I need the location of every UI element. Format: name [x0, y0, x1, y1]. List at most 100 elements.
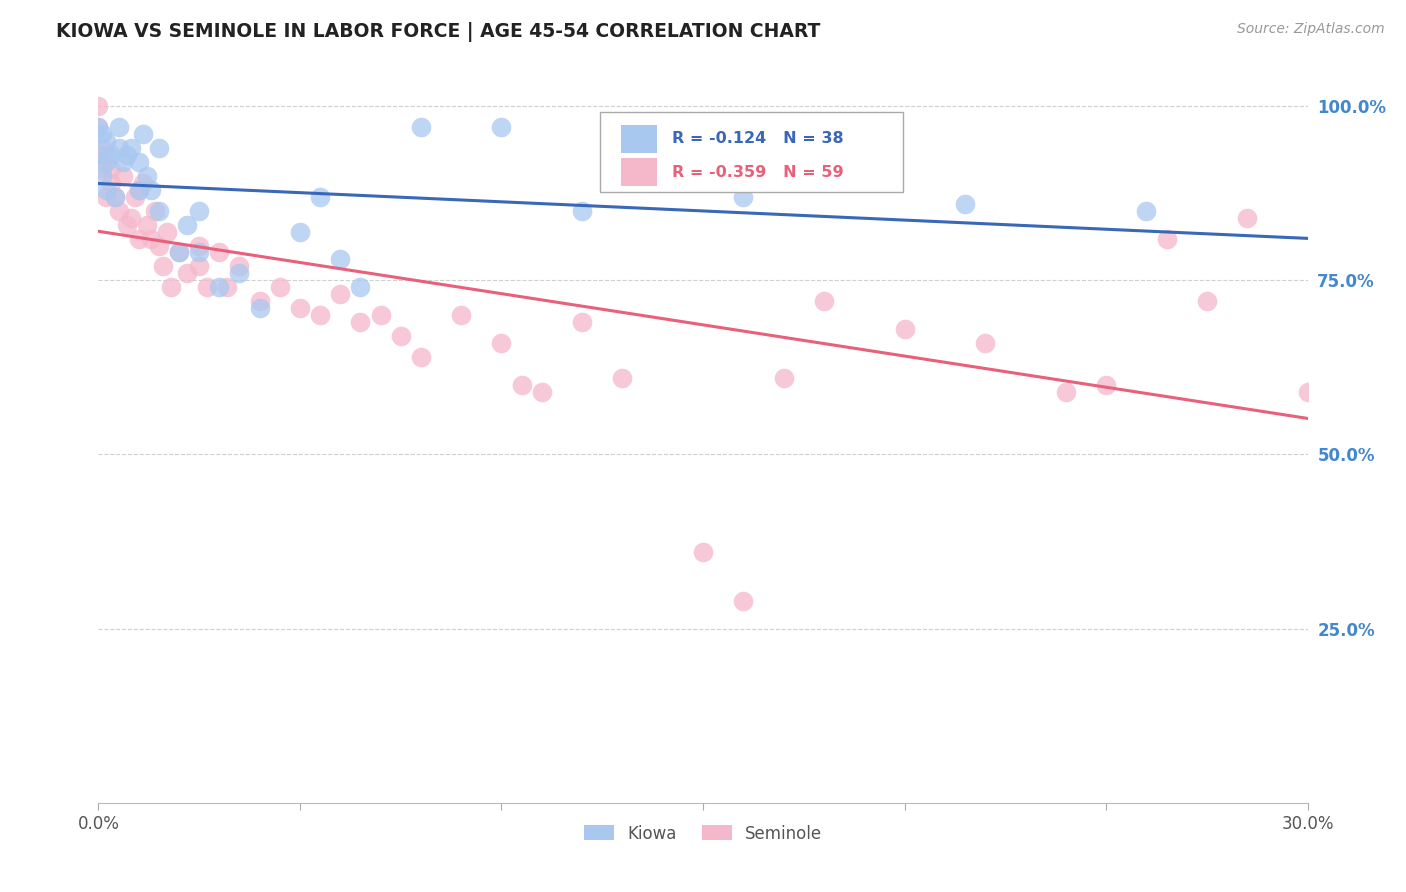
- Point: [107, 120, 129, 134]
- Point: [107, 141, 129, 155]
- Point: [143, 203, 166, 218]
- Point: [530, 384, 553, 399]
- Point: [100, 148, 122, 162]
- Point: [115, 148, 138, 162]
- Point: [167, 245, 190, 260]
- Point: [111, 169, 134, 183]
- Point: [103, 190, 125, 204]
- Text: R = -0.124   N = 38: R = -0.124 N = 38: [672, 131, 844, 146]
- Point: [128, 231, 150, 245]
- Point: [96, 155, 118, 169]
- Point: [188, 260, 211, 274]
- Point: [176, 266, 198, 280]
- FancyBboxPatch shape: [621, 125, 657, 153]
- Point: [96, 183, 118, 197]
- Point: [91, 127, 114, 141]
- Point: [135, 169, 157, 183]
- Point: [733, 594, 755, 608]
- FancyBboxPatch shape: [621, 159, 657, 186]
- Point: [329, 252, 352, 267]
- Point: [1054, 384, 1077, 399]
- Point: [156, 225, 179, 239]
- Point: [1156, 231, 1178, 245]
- Point: [160, 280, 183, 294]
- Point: [167, 245, 190, 260]
- Point: [974, 336, 997, 351]
- Point: [389, 329, 412, 343]
- Point: [450, 308, 472, 322]
- Point: [107, 203, 129, 218]
- Point: [249, 301, 271, 316]
- Point: [87, 99, 110, 113]
- Point: [148, 238, 170, 252]
- Point: [309, 308, 332, 322]
- Point: [733, 190, 755, 204]
- Point: [87, 120, 110, 134]
- Point: [96, 134, 118, 148]
- Point: [288, 225, 311, 239]
- Point: [91, 141, 114, 155]
- Point: [288, 301, 311, 316]
- Point: [217, 280, 239, 294]
- Point: [148, 141, 170, 155]
- Point: [195, 280, 218, 294]
- Point: [1296, 384, 1319, 399]
- Point: [91, 161, 114, 176]
- Text: R = -0.359   N = 59: R = -0.359 N = 59: [672, 165, 844, 180]
- Text: KIOWA VS SEMINOLE IN LABOR FORCE | AGE 45-54 CORRELATION CHART: KIOWA VS SEMINOLE IN LABOR FORCE | AGE 4…: [56, 22, 821, 42]
- Point: [953, 196, 976, 211]
- Point: [103, 190, 125, 204]
- Point: [571, 315, 593, 329]
- Point: [409, 120, 432, 134]
- Point: [176, 218, 198, 232]
- Point: [1236, 211, 1258, 225]
- Point: [132, 127, 155, 141]
- Point: [349, 315, 371, 329]
- Point: [208, 245, 231, 260]
- Point: [87, 120, 110, 134]
- Point: [124, 190, 146, 204]
- Point: [571, 203, 593, 218]
- Point: [188, 203, 211, 218]
- Point: [139, 231, 162, 245]
- Point: [128, 183, 150, 197]
- Point: [692, 545, 714, 559]
- Point: [148, 203, 170, 218]
- Point: [188, 245, 211, 260]
- Point: [228, 260, 250, 274]
- Point: [893, 322, 915, 336]
- Point: [188, 238, 211, 252]
- Point: [115, 218, 138, 232]
- Point: [409, 350, 432, 364]
- Point: [249, 294, 271, 309]
- Point: [510, 377, 533, 392]
- Point: [269, 280, 291, 294]
- Point: [128, 155, 150, 169]
- Point: [1195, 294, 1218, 309]
- Point: [208, 280, 231, 294]
- Point: [228, 266, 250, 280]
- Point: [100, 176, 122, 190]
- Point: [309, 190, 332, 204]
- Point: [135, 218, 157, 232]
- Point: [349, 280, 371, 294]
- Point: [132, 176, 155, 190]
- Point: [813, 294, 835, 309]
- Point: [120, 211, 142, 225]
- Point: [120, 141, 142, 155]
- Point: [139, 183, 162, 197]
- Legend: Kiowa, Seminole: Kiowa, Seminole: [578, 818, 828, 849]
- Point: [128, 183, 150, 197]
- Point: [96, 190, 118, 204]
- Point: [96, 148, 118, 162]
- Point: [100, 161, 122, 176]
- Text: Source: ZipAtlas.com: Source: ZipAtlas.com: [1237, 22, 1385, 37]
- Point: [612, 371, 634, 385]
- FancyBboxPatch shape: [600, 112, 903, 192]
- Point: [111, 155, 134, 169]
- Point: [152, 260, 174, 274]
- Point: [1095, 377, 1118, 392]
- Point: [370, 308, 392, 322]
- Point: [87, 148, 110, 162]
- Point: [329, 287, 352, 301]
